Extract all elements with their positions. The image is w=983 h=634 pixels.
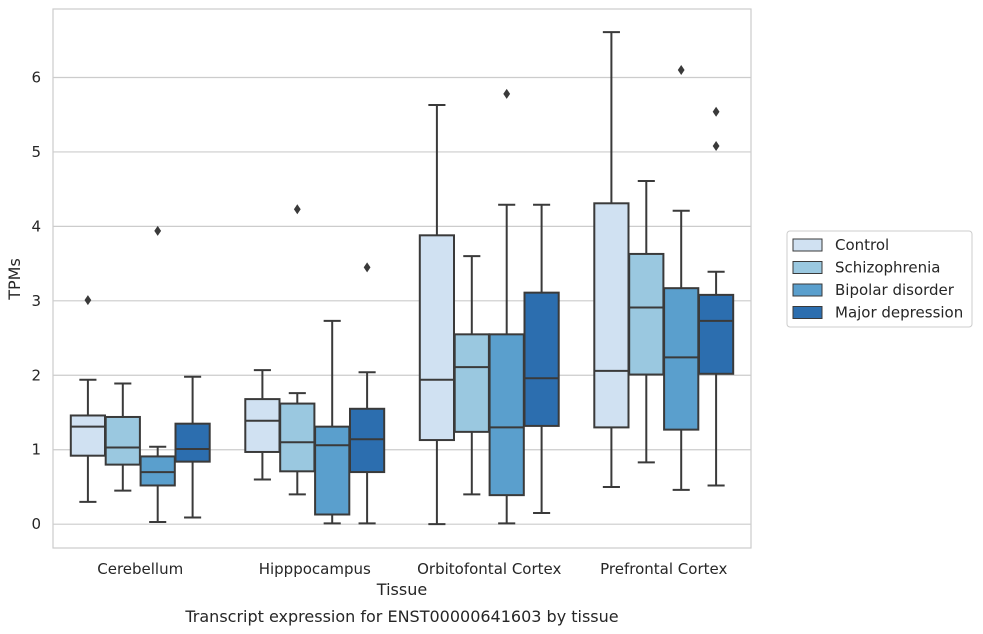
iqr-box [593, 202, 630, 429]
iqr-box [453, 333, 490, 433]
gridlines [53, 76, 751, 525]
figure-caption: Transcript expression for ENST0000064160… [184, 607, 618, 626]
legend-swatch [792, 238, 823, 252]
y-tick-labels: 0 1 2 3 4 5 6 [31, 68, 41, 533]
box-plot [453, 255, 490, 496]
y-tick-label: 3 [31, 292, 41, 310]
iqr-box [418, 234, 456, 442]
box-plot [69, 295, 107, 503]
iqr-box [697, 293, 735, 375]
box-plot [523, 203, 560, 515]
outlier-point [503, 88, 511, 99]
y-tick-label: 1 [31, 441, 41, 459]
legend-swatch [792, 306, 823, 319]
y-tick-label: 6 [31, 68, 41, 86]
x-tick-label: Hipppocampus [259, 560, 371, 578]
x-tick-labels: Cerebellum Hipppocampus Orbitofontal Corte… [97, 560, 727, 578]
iqr-box [174, 422, 211, 463]
outlier-point [154, 225, 162, 236]
legend-label: Control [835, 236, 889, 254]
iqr-box [244, 398, 281, 453]
outlier-point [712, 106, 720, 117]
legend-label: Schizophrenia [835, 259, 940, 277]
box-plot [488, 88, 525, 525]
y-axis-label: TPMs [5, 258, 24, 301]
box-plot [244, 369, 281, 481]
iqr-box [279, 402, 316, 473]
y-tick-label: 5 [31, 143, 41, 161]
iqr-box [488, 333, 525, 497]
outlier-point [677, 65, 685, 76]
box-plot [697, 106, 735, 487]
iqr-box [139, 455, 176, 487]
box-plot [279, 204, 316, 496]
x-tick-label: Orbitofontal Cortex [417, 560, 561, 578]
box-plot [348, 262, 386, 525]
iqr-box [663, 287, 700, 431]
box-plot [628, 179, 665, 464]
outlier-point [712, 140, 720, 151]
y-tick-label: 0 [31, 515, 41, 533]
iqr-box [69, 414, 107, 457]
outlier-point [363, 262, 371, 273]
iqr-box [104, 415, 141, 466]
iqr-box [628, 252, 665, 376]
legend: Control Schizophrenia Bipolar disorder Majo… [786, 230, 973, 328]
x-tick-label: Prefrontal Cortex [600, 560, 727, 578]
outlier-point [84, 295, 92, 306]
box-plot [174, 375, 211, 519]
box-plot [418, 104, 456, 526]
box-plot [139, 225, 176, 523]
legend-label: Bipolar disorder [835, 281, 955, 299]
iqr-box [348, 407, 386, 474]
iqr-box [523, 291, 560, 427]
legend-swatch [792, 283, 823, 297]
outlier-point [293, 204, 301, 215]
boxes [69, 31, 735, 526]
legend-frame [786, 230, 973, 328]
y-tick-label: 2 [31, 366, 41, 384]
box-plot [593, 31, 630, 488]
box-plot [663, 65, 700, 491]
plot-area-frame [52, 8, 752, 549]
x-tick-label: Cerebellum [97, 560, 183, 578]
x-axis-label: Tissue [376, 580, 427, 599]
y-tick-label: 4 [31, 217, 41, 235]
legend-label: Major depression [835, 304, 963, 322]
iqr-box [314, 425, 351, 516]
box-plot [104, 382, 141, 492]
legend-swatch [792, 261, 823, 274]
box-plot [314, 319, 351, 525]
